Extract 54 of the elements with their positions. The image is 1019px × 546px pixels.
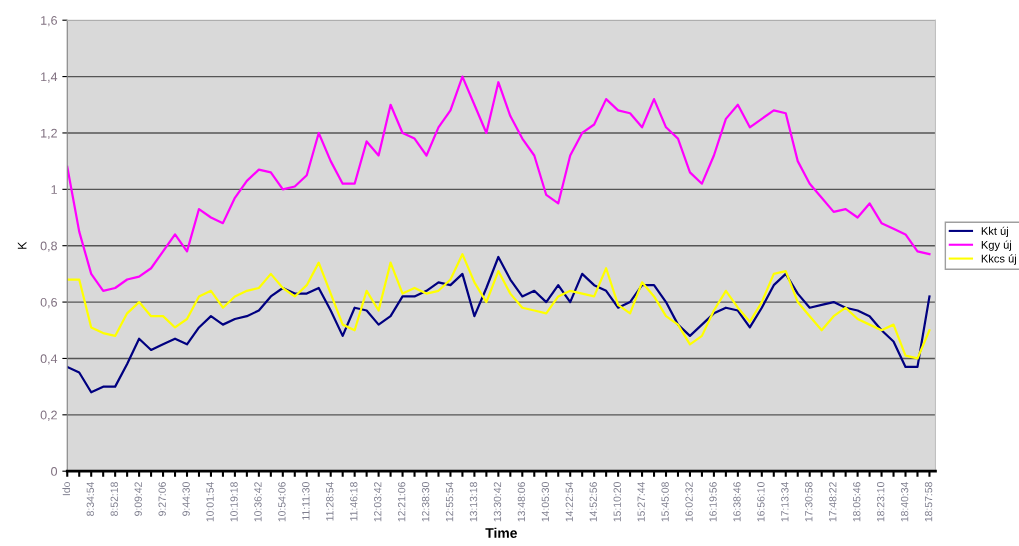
- x-tick-label: 18:05:46: [853, 482, 861, 522]
- x-tick-label: 16:19:56: [709, 482, 717, 522]
- y-tick-label: 0,4: [40, 354, 58, 365]
- legend-label: Kkt új: [981, 226, 1008, 238]
- x-tick-label: 14:22:54: [565, 481, 573, 522]
- x-tick-label: 12:55:54: [445, 481, 454, 522]
- x-tick-label: Ido: [62, 482, 71, 496]
- x-tick-label: 10:19:18: [230, 482, 238, 522]
- x-tick-label: 10:54:06: [278, 482, 286, 522]
- x-tick-label: 8:34:54: [86, 481, 94, 516]
- x-tick-label: 8:52:18: [110, 482, 118, 516]
- x-tick-label: 11:28:54: [326, 481, 334, 521]
- x-tick-label: 16:38:46: [733, 482, 741, 522]
- x-tick-label: 17:30:58: [805, 482, 813, 522]
- x-tick-label: 16:56:10: [757, 482, 765, 522]
- line-series: [67, 75, 931, 292]
- x-tick-label: 14:05:30: [541, 482, 550, 522]
- y-tick-label: 0,2: [40, 410, 57, 421]
- x-tick-label: 17:13:34: [781, 481, 789, 522]
- y-axis-title: K: [17, 241, 27, 249]
- line-series: [67, 255, 931, 394]
- x-tick-label: 14:52:56: [589, 482, 597, 522]
- x-axis-title: Time: [485, 527, 517, 538]
- x-tick-label: 15:10:20: [613, 482, 621, 522]
- legend-label: Kgy új: [981, 240, 1012, 251]
- x-tick-label: 17:48:22: [829, 482, 837, 522]
- y-tick-label: 1: [51, 185, 57, 194]
- x-tick-label: 12:03:42: [374, 482, 382, 522]
- x-tick-label: 10:01:54: [206, 481, 214, 522]
- legend-label: Kkcs új: [981, 254, 1016, 265]
- x-tick-label: 15:45:08: [661, 482, 669, 522]
- y-tick-label: 1,2: [41, 128, 57, 140]
- x-tick-label: 12:21:06: [397, 482, 406, 522]
- x-tick-label: 13:48:06: [517, 482, 526, 522]
- y-tick-label: 1,6: [41, 16, 57, 27]
- x-tick-label: 18:40:34: [900, 481, 909, 522]
- y-tick-label: 0,6: [40, 297, 57, 309]
- x-tick-label: 9:44:30: [182, 482, 190, 516]
- x-tick-label: 11:11:30: [302, 482, 310, 520]
- x-tick-label: 9:27:06: [158, 482, 166, 516]
- x-tick-label: 10:36:42: [254, 482, 262, 522]
- x-tick-label: 13:30:42: [493, 482, 502, 522]
- x-tick-label: 11:46:18: [350, 482, 358, 521]
- x-tick-label: 16:02:32: [685, 482, 693, 522]
- x-tick-label: 18:23:10: [876, 482, 885, 522]
- x-tick-label: 15:27:44: [637, 481, 645, 522]
- line-series: [67, 253, 931, 360]
- y-tick-label: 1,4: [41, 72, 58, 83]
- y-tick-label: 0,8: [40, 241, 57, 252]
- y-tick-label: 0: [51, 467, 58, 476]
- x-tick-label: 12:38:30: [421, 482, 430, 522]
- x-tick-label: 13:13:18: [469, 482, 478, 522]
- x-tick-label: 18:57:58: [924, 482, 933, 522]
- x-tick-label: 9:09:42: [134, 482, 142, 516]
